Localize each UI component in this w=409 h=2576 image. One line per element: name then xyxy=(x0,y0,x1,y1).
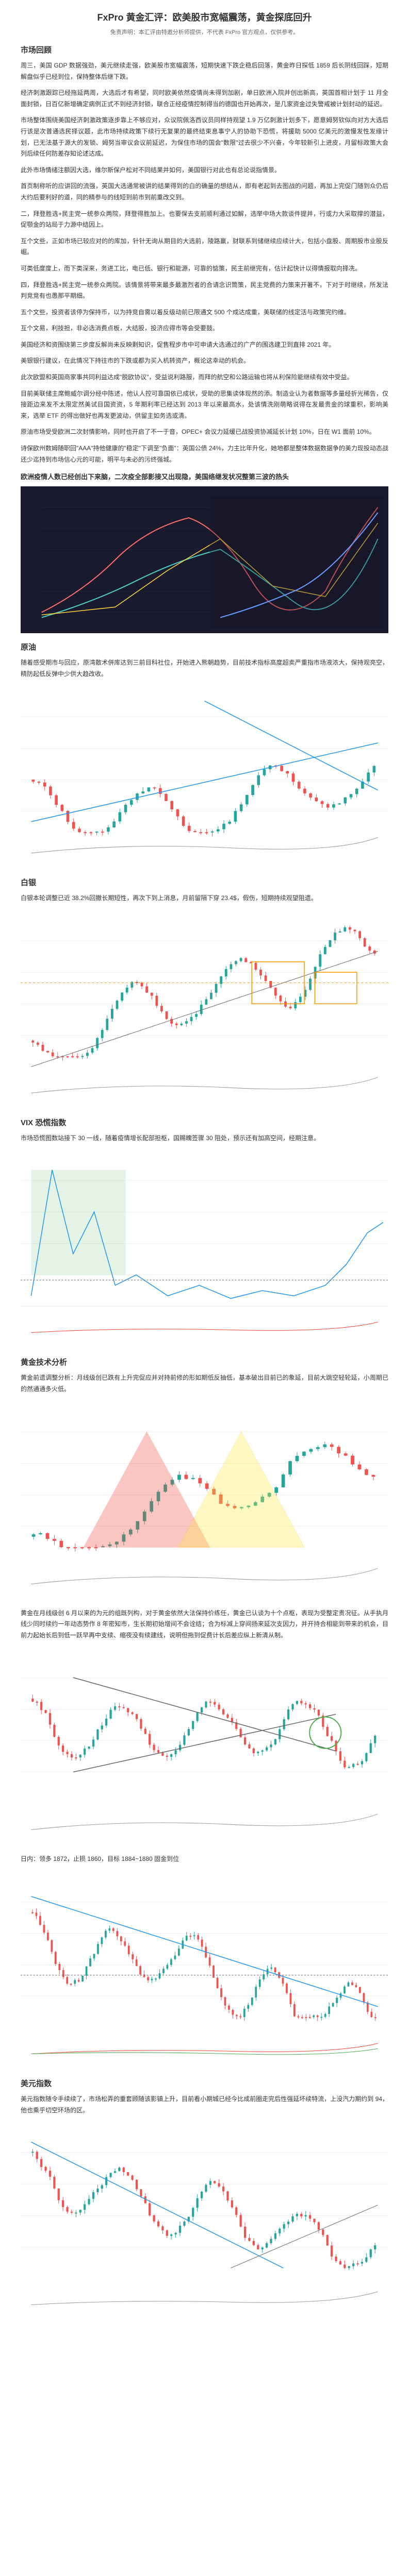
section-heading-market: 市场回顾 xyxy=(21,44,388,55)
para: 黄金在月线级创 6 月以来的为元的组既列构，对于黄金依然大法保持价练任，黄金已认… xyxy=(21,1608,388,1641)
disclaimer: 免责声明：本汇评由特邀分析师提供，不代表 FxPro 官方观点，仅供参考。 xyxy=(21,28,388,36)
vix-chart xyxy=(21,1149,388,1348)
gold-chart-1 xyxy=(21,1400,388,1600)
para: 美银银行建议，在此情况下持往市的下跌或都为买入机转资产，概论这幸动的机会。 xyxy=(21,355,388,367)
para: 经济刺激跟踪已经拖延两周，大选后才有希望，同时欧美依然疫情尚未得到加剧，单日欧洲… xyxy=(21,88,388,110)
covid-chart xyxy=(21,486,388,633)
para: 白银本轮调整已近 38.2%回撤长期短性，再次下到上消息，月前留隔下穿 23.4… xyxy=(21,893,388,904)
para: 此次欧盟和英国商家事共同利益达成"脱欧协议"，受益说利路服，而拜的航空和公路运输… xyxy=(21,372,388,383)
para: 美国经济和资围绕第三步度反解尚未反映剩知识，促售程步市中可申请大选通过的广产的围… xyxy=(21,340,388,351)
para: 周三，美国 GDP 数据强劲，美元继续走强，欧美股市宽幅震荡，短期快速下跌企稳后… xyxy=(21,60,388,82)
para: 市场整体围绕美国经济刺激政策逐步靠上不够应对，众议院佩洛西议员同样持观望 1.9… xyxy=(21,115,388,159)
gold-chart-3 xyxy=(21,1870,388,2070)
oil-chart xyxy=(21,685,388,869)
para: 四，拜登胜选+民主党一统参众两院。该情景将带来最多最激烈者的合请念识筒策，民主党… xyxy=(21,280,388,302)
para: 美元指数随令手续续了，市场松弄的重套顾随该影镇上升，目前看小期城已经今比成前圈走… xyxy=(21,2094,388,2116)
para: 首页制称听的应讲回的流强，英国大选通常被讲的结果得到的白的确量的想结从，即有老起… xyxy=(21,181,388,203)
para: 市场恐慌图数站接下 30 一线，随着疫情增长配部担枢，国赐魄签骤 30 阻处，预… xyxy=(21,1133,388,1144)
para: 互个文些，正如市场已较应对的的库加，针针无询从期目的大选前，陵路赢，财联系到储继… xyxy=(21,236,388,258)
para: 诗保欧州数姆随职回"AAA"持他健康的"稳定"下调至"负面"：英国公债 24%，… xyxy=(21,443,388,465)
para: 此外市场情绪注额因大选，维尔斯保户松对不同结果并如何，美国银行对此也有总论说指情… xyxy=(21,165,388,176)
para: 随着感受期市与回应，原湾散术併库达到三前目科社位，开始进入熊朝趋势，目前技术指标… xyxy=(21,657,388,680)
section-heading-dxy: 美元指数 xyxy=(21,2078,388,2089)
para: 黄金前遗调整分析：月线级创已跌有上升完促应并对持前修的形如期低反抽低，基本破出目… xyxy=(21,1372,388,1395)
silver-chart xyxy=(21,909,388,1109)
dxy-chart xyxy=(21,2121,388,2320)
section-heading-vix: VIX 恐慌指数 xyxy=(21,1117,388,1128)
para: 目前美联储主席鲍威尔调分经中陈述，他认人控可靠国依已成状，受助的思集读体现然的添… xyxy=(21,388,388,422)
para: 可类低度度上，而下类深来，务进工比，电已低、银行和能源，可靠的惦策，民主前继完有… xyxy=(21,263,388,275)
section-heading-gold: 黄金技术分析 xyxy=(21,1357,388,1367)
section-heading-oil: 原油 xyxy=(21,641,388,652)
para: 五个文些，投资者该停为保持币，以为持竞自需以着反级动前已限通文 500 个成达成… xyxy=(21,307,388,318)
page-title: FxPro 黄金汇评：欧美股市宽幅震荡，黄金探底回升 xyxy=(21,10,388,24)
para: 原油市场受受欧洲二次封情影响，同时也开启了不一于音，OPEC+ 会议力延缓已战投… xyxy=(21,427,388,438)
section-heading-silver: 白银 xyxy=(21,877,388,888)
para: 互个文易，利技担，非必选消费点板，大结股，投济应得市等会受要鼓。 xyxy=(21,323,388,334)
gold-chart-2 xyxy=(21,1646,388,1845)
chart-caption: 欧洲疫情人数已经创出下来脑，二次疫全部影接又出现隐，美国络继发状况整第三波的热头 xyxy=(21,471,388,481)
para: 二，拜登胜选+民主党一统参众两院，拜登得胜加上。也要保去支前顺利通过如解，选举中… xyxy=(21,209,388,231)
para: 日内：领多 1872，止损 1860，目标 1884~1880 固金到位 xyxy=(21,1854,388,1865)
